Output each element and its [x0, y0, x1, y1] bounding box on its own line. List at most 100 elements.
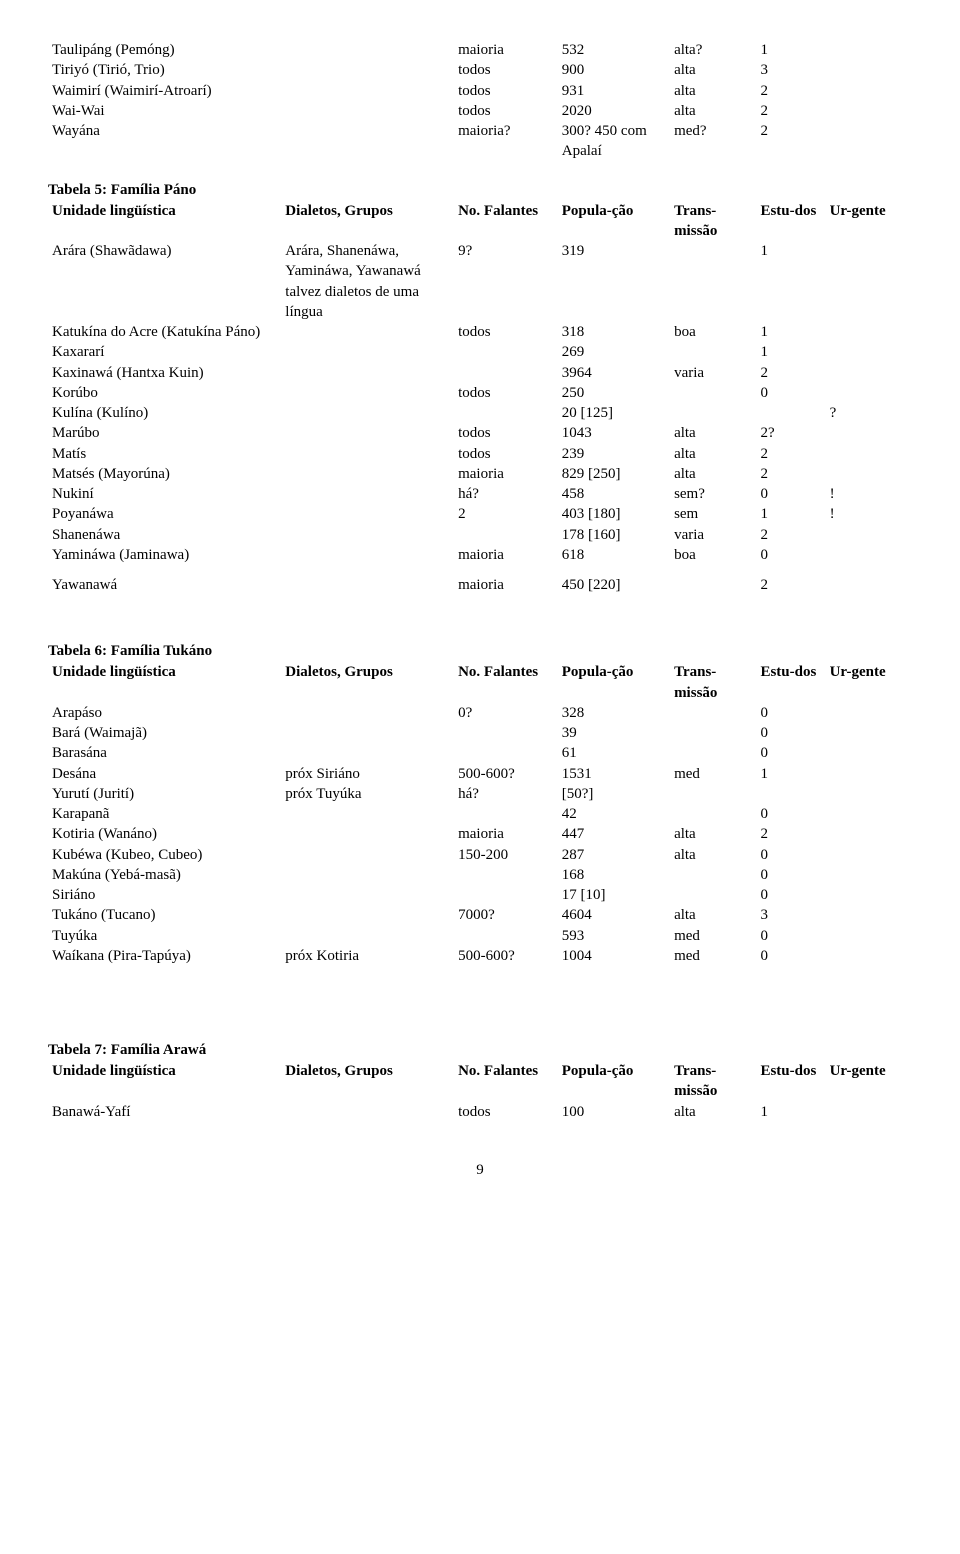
table-cell: alta	[670, 81, 756, 101]
table-cell: 0	[756, 484, 825, 504]
table-row: Tukáno (Tucano)7000?4604alta3	[48, 905, 912, 925]
table-cell: Karapanã	[48, 804, 281, 824]
table-cell: 450 [220]	[558, 575, 670, 595]
table-cell: alta	[670, 60, 756, 80]
table-cell	[670, 241, 756, 322]
table-cell	[281, 403, 454, 423]
table-cell: Banawá-Yafí	[48, 1102, 281, 1122]
table-cell	[826, 946, 912, 966]
table-cell	[281, 342, 454, 362]
table-cell: 3	[756, 905, 825, 925]
table-cell: 2	[756, 81, 825, 101]
table-cell: 318	[558, 322, 670, 342]
table-row: Makúna (Yebá-masã)1680	[48, 865, 912, 885]
table-cell: 9?	[454, 241, 558, 322]
table-cell: 2?	[756, 423, 825, 443]
top-continuation-table: Taulipáng (Pemóng)maioria532alta?1Tiriyó…	[48, 40, 912, 162]
table-cell	[281, 845, 454, 865]
table-cell	[670, 403, 756, 423]
column-header: Estu-dos	[756, 201, 825, 242]
table-cell: 0	[756, 545, 825, 565]
table-cell: maioria?	[454, 121, 558, 162]
table-row: Matístodos239alta2	[48, 444, 912, 464]
table-cell: alta	[670, 423, 756, 443]
table-cell	[281, 383, 454, 403]
table-cell: 100	[558, 1102, 670, 1122]
table-cell	[826, 784, 912, 804]
table-row: Wai-Waitodos2020alta2	[48, 101, 912, 121]
table-cell: med	[670, 926, 756, 946]
table-cell: Marúbo	[48, 423, 281, 443]
table-row: Tuyúka593med0	[48, 926, 912, 946]
column-header: Popula-ção	[558, 201, 670, 242]
table-cell	[454, 342, 558, 362]
table-cell: 61	[558, 743, 670, 763]
table-row: Siriáno17 [10]0	[48, 885, 912, 905]
table-cell	[281, 804, 454, 824]
column-header: Ur-gente	[826, 662, 912, 703]
table-cell: 2	[454, 504, 558, 524]
table-cell: Kulína (Kulíno)	[48, 403, 281, 423]
table-cell: 0?	[454, 703, 558, 723]
table-cell: alta	[670, 1102, 756, 1122]
table-cell	[281, 1102, 454, 1122]
table-cell: 900	[558, 60, 670, 80]
table-cell: 500-600?	[454, 764, 558, 784]
table-cell: Yamináwa (Jaminawa)	[48, 545, 281, 565]
table-cell	[454, 723, 558, 743]
table-cell	[281, 905, 454, 925]
table-cell	[826, 40, 912, 60]
table-cell	[826, 845, 912, 865]
table-cell: maioria	[454, 464, 558, 484]
table-cell: !	[826, 484, 912, 504]
table-row: Bará (Waimajã)390	[48, 723, 912, 743]
table-cell	[670, 865, 756, 885]
table-cell: 1	[756, 764, 825, 784]
table-cell	[826, 575, 912, 595]
table-cell: 0	[756, 885, 825, 905]
table-cell	[281, 504, 454, 524]
table-row: Barasána610	[48, 743, 912, 763]
table-5-title: Tabela 5: Família Páno	[48, 182, 912, 199]
table-cell	[826, 824, 912, 844]
table-row: Waíkana (Pira-Tapúya)próx Kotiria500-600…	[48, 946, 912, 966]
table-cell: 931	[558, 81, 670, 101]
table-cell	[670, 342, 756, 362]
column-header: No. Falantes	[454, 662, 558, 703]
table-cell: alta	[670, 905, 756, 925]
table-cell: Tuyúka	[48, 926, 281, 946]
table-cell	[826, 101, 912, 121]
table-cell: Waíkana (Pira-Tapúya)	[48, 946, 281, 966]
table-cell: maioria	[454, 824, 558, 844]
table-cell: 829 [250]	[558, 464, 670, 484]
table-cell: 593	[558, 926, 670, 946]
table-cell: 2	[756, 121, 825, 162]
table-cell	[281, 723, 454, 743]
table-cell	[670, 575, 756, 595]
table-6: Unidade lingüísticaDialetos, GruposNo. F…	[48, 662, 912, 966]
table-cell: 0	[756, 703, 825, 723]
table-cell	[826, 545, 912, 565]
table-cell	[826, 423, 912, 443]
table-cell	[826, 703, 912, 723]
table-cell	[826, 905, 912, 925]
table-cell	[670, 703, 756, 723]
table-cell: próx Tuyúka	[281, 784, 454, 804]
table-cell: há?	[454, 484, 558, 504]
table-cell: maioria	[454, 40, 558, 60]
table-cell	[826, 743, 912, 763]
column-header: Trans-missão	[670, 662, 756, 703]
table-cell	[281, 121, 454, 162]
table-cell	[826, 342, 912, 362]
table-cell	[826, 383, 912, 403]
table-cell: 150-200	[454, 845, 558, 865]
table-row: Tiriyó (Tirió, Trio)todos900alta3	[48, 60, 912, 80]
table-row: Taulipáng (Pemóng)maioria532alta?1	[48, 40, 912, 60]
table-cell	[281, 545, 454, 565]
table-7: Unidade lingüísticaDialetos, GruposNo. F…	[48, 1061, 912, 1122]
table-cell	[826, 865, 912, 885]
table-row: Desánapróx Siriáno500-600?1531med1	[48, 764, 912, 784]
table-row: Poyanáwa2403 [180]sem1!	[48, 504, 912, 524]
table-cell: boa	[670, 322, 756, 342]
column-header: Ur-gente	[826, 201, 912, 242]
